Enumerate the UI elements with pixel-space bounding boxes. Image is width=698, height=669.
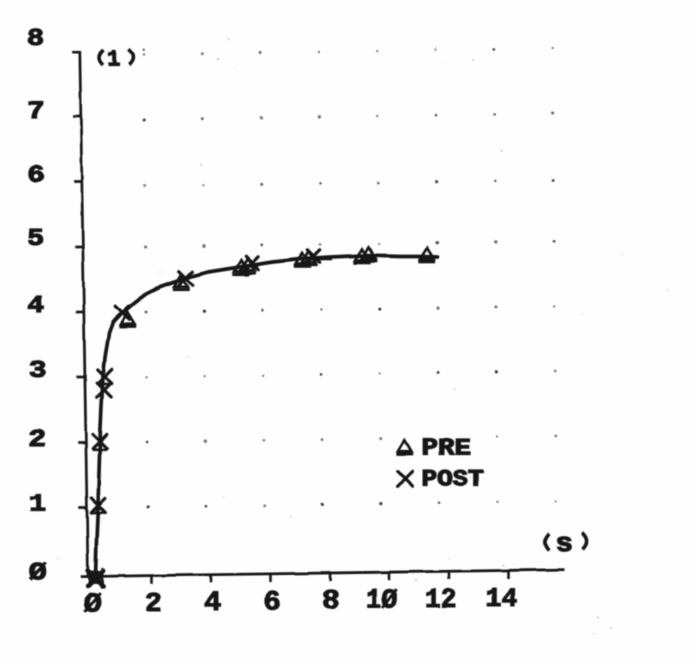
svg-text:14: 14 — [486, 585, 518, 615]
svg-text:1Ø: 1Ø — [366, 587, 398, 617]
svg-text:4: 4 — [204, 589, 222, 619]
svg-text:1: 1 — [29, 492, 46, 519]
svg-text:Ø: Ø — [84, 591, 102, 621]
svg-text:Ø: Ø — [29, 560, 46, 587]
svg-text:2: 2 — [145, 590, 163, 620]
svg-text:4: 4 — [27, 293, 44, 320]
svg-text:8: 8 — [27, 26, 44, 53]
svg-text:7: 7 — [27, 99, 44, 126]
svg-text:PRE: PRE — [422, 436, 472, 462]
svg-text:s: s — [556, 530, 574, 560]
svg-text:1: 1 — [107, 47, 120, 74]
svg-text:6: 6 — [263, 588, 281, 618]
svg-text:2: 2 — [29, 427, 46, 454]
svg-text:5: 5 — [27, 226, 44, 253]
svg-text:3: 3 — [29, 358, 46, 385]
svg-text:POST: POST — [422, 467, 485, 493]
svg-text:6: 6 — [27, 163, 44, 190]
svg-text:8: 8 — [322, 587, 340, 617]
svg-text:12: 12 — [425, 586, 457, 616]
